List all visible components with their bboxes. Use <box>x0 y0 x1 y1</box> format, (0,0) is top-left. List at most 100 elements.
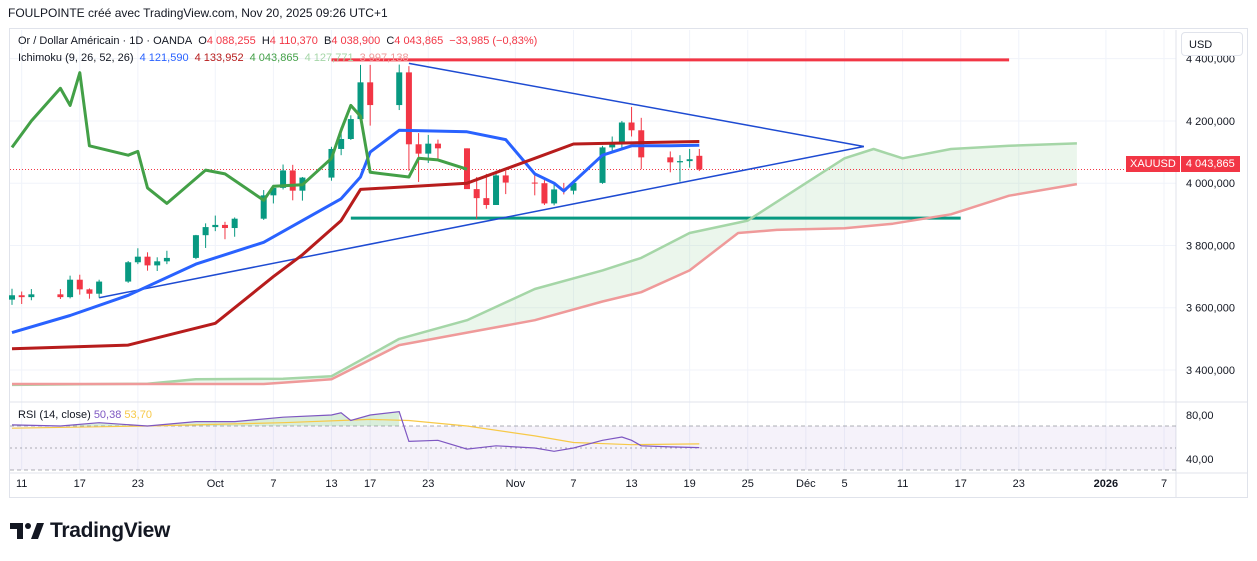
time-axis-label: 7 <box>570 478 576 490</box>
time-axis-label: Déc <box>796 478 816 490</box>
candle-body <box>434 143 441 149</box>
candle-body <box>96 281 103 294</box>
candle-body <box>328 148 335 178</box>
time-axis-label: 17 <box>74 478 86 490</box>
candle-body <box>125 262 132 282</box>
low-value: B4 038,900 <box>323 35 381 47</box>
candle-body <box>618 122 625 144</box>
price-axis-label: 4 200,000 <box>1186 116 1235 128</box>
time-axis-label: 7 <box>270 478 276 490</box>
time-axis-label: 23 <box>132 478 144 490</box>
time-axis-label: Oct <box>207 478 224 490</box>
symbol-name[interactable]: Or / Dollar Américain · 1D · OANDA <box>18 35 193 47</box>
tradingview-logo[interactable]: TradingView <box>10 519 170 543</box>
ascending-trendline <box>98 145 865 299</box>
rsi-legend[interactable]: RSI (14, close) 50,38 53,70 <box>18 409 152 421</box>
time-axis-label: 19 <box>684 478 696 490</box>
candle-body <box>338 138 345 149</box>
chart-frame <box>9 28 1248 498</box>
price-axis-label: 4 400,000 <box>1186 54 1235 66</box>
ichimoku-legend[interactable]: Ichimoku (9, 26, 52, 26) 4 121,590 4 133… <box>18 52 412 64</box>
candle-body <box>696 155 703 170</box>
ichimoku-value-span-a: 4 127,771 <box>304 52 354 64</box>
candle-body <box>415 144 422 154</box>
candle-body <box>531 182 538 184</box>
chikou-span-line <box>10 71 468 205</box>
page-title: FOULPOINTE créé avec TradingView.com, No… <box>8 6 388 20</box>
candle-body <box>667 157 674 163</box>
candle-body <box>163 257 170 262</box>
senkou-span-b-line <box>12 182 1078 386</box>
currency-button[interactable]: USD <box>1181 32 1243 56</box>
price-legend: Or / Dollar Américain · 1D · OANDA O4 08… <box>18 35 540 47</box>
candle-body <box>541 183 548 204</box>
candle-body <box>551 189 558 204</box>
price-axis-label: 3 600,000 <box>1186 303 1235 315</box>
high-value: H4 110,370 <box>261 35 318 47</box>
price-axis-label: 3 800,000 <box>1186 240 1235 252</box>
candle-body <box>676 161 683 163</box>
rsi-axis-label: 40,00 <box>1186 454 1214 466</box>
candle-body <box>28 294 35 298</box>
tenkan-sen-line <box>11 128 700 335</box>
candle-body <box>134 256 141 263</box>
candle-body <box>280 170 287 188</box>
last-price-tag: XAUUSD 4 043,865 <box>1126 156 1240 172</box>
price-axis-label: 3 400,000 <box>1186 365 1235 377</box>
candle-body <box>357 82 364 120</box>
candle-body <box>192 235 199 258</box>
time-axis-label: 25 <box>742 478 754 490</box>
ichimoku-value-chikou: 4 043,865 <box>249 52 299 64</box>
time-axis-label: 17 <box>955 478 967 490</box>
time-axis-label: 23 <box>422 478 434 490</box>
candle-body <box>502 175 509 183</box>
candle-body <box>67 279 74 298</box>
close-value: C4 043,865 <box>386 35 444 47</box>
descending-trendline <box>408 62 865 148</box>
candle-body <box>686 159 693 162</box>
rsi-ma-line <box>11 418 700 446</box>
ichimoku-value-tenkan: 4 121,590 <box>139 52 189 64</box>
candle-body <box>9 295 15 300</box>
ichimoku-label: Ichimoku (9, 26, 52, 26) <box>18 52 134 64</box>
time-axis-label: Nov <box>506 478 526 490</box>
candle-body <box>609 143 616 148</box>
candle-body <box>154 261 161 266</box>
time-axis-label: 13 <box>325 478 337 490</box>
time-axis-label: 13 <box>625 478 637 490</box>
candle-body <box>570 182 577 191</box>
senkou-span-a-line <box>11 142 1077 387</box>
time-axis-label: 5 <box>841 478 847 490</box>
candle-body <box>405 72 412 145</box>
price-tag-symbol: XAUUSD <box>1126 156 1180 172</box>
price-axis-label: 4 000,000 <box>1186 178 1235 190</box>
candle-body <box>76 279 83 290</box>
time-axis-label: 17 <box>364 478 376 490</box>
candle-body <box>57 294 64 298</box>
tradingview-logo-icon <box>10 523 44 539</box>
rsi-value: 50,38 <box>93 409 122 421</box>
candle-body <box>425 143 432 154</box>
candle-body <box>493 175 500 205</box>
change-value: −33,985 (−0,83%) <box>449 35 538 47</box>
rsi-line <box>11 411 700 452</box>
ichimoku-value-kijun: 4 133,952 <box>194 52 244 64</box>
ichimoku-cloud <box>12 143 1077 385</box>
candle-body <box>18 295 25 298</box>
candle-body <box>289 170 296 191</box>
tradingview-wordmark: TradingView <box>50 519 171 542</box>
candle-body <box>473 189 480 199</box>
candle-body <box>221 224 228 229</box>
time-axis-label: 7 <box>1161 478 1167 490</box>
candle-body <box>270 187 277 196</box>
candle-body <box>231 218 238 229</box>
ichimoku-value-span-b: 3 997,138 <box>359 52 409 64</box>
candle-body <box>144 256 151 266</box>
candle-body <box>260 195 267 219</box>
candle-body <box>628 122 635 131</box>
candle-body <box>367 82 374 106</box>
rsi-axis-label: 80,00 <box>1186 410 1214 422</box>
time-axis-label: 2026 <box>1094 478 1118 490</box>
candle-body <box>483 198 490 205</box>
